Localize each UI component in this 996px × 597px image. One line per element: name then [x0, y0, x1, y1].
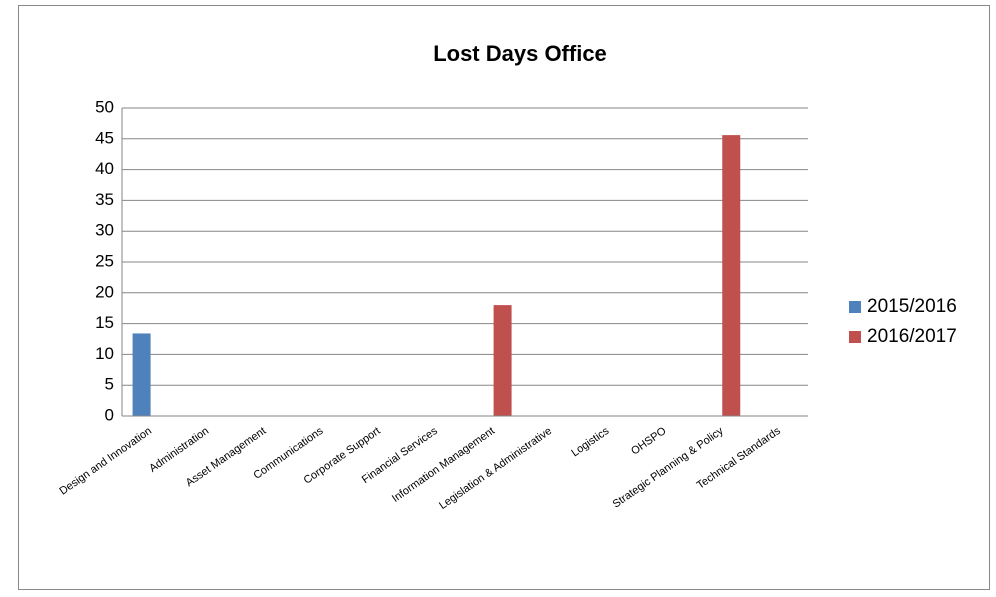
bar: [493, 305, 512, 416]
y-tick-label: 10: [95, 344, 114, 363]
y-tick-label: 0: [105, 405, 114, 424]
bar: [722, 135, 741, 416]
legend-label: 2016/2017: [867, 326, 957, 347]
legend-label: 2015/2016: [867, 296, 957, 317]
y-tick-label: 5: [105, 375, 114, 394]
y-tick-label: 35: [95, 190, 114, 209]
y-tick-label: 40: [95, 159, 114, 178]
legend-swatch: [849, 331, 861, 343]
y-tick-label: 30: [95, 221, 114, 240]
chart-border: [18, 5, 990, 590]
y-tick-label: 25: [95, 251, 114, 270]
y-tick-label: 50: [95, 97, 114, 116]
y-tick-label: 20: [95, 282, 114, 301]
chart-title: Lost Days Office: [433, 41, 607, 66]
legend-swatch: [849, 301, 861, 313]
y-tick-label: 15: [95, 313, 114, 332]
bar: [132, 333, 151, 416]
y-tick-label: 45: [95, 128, 114, 147]
